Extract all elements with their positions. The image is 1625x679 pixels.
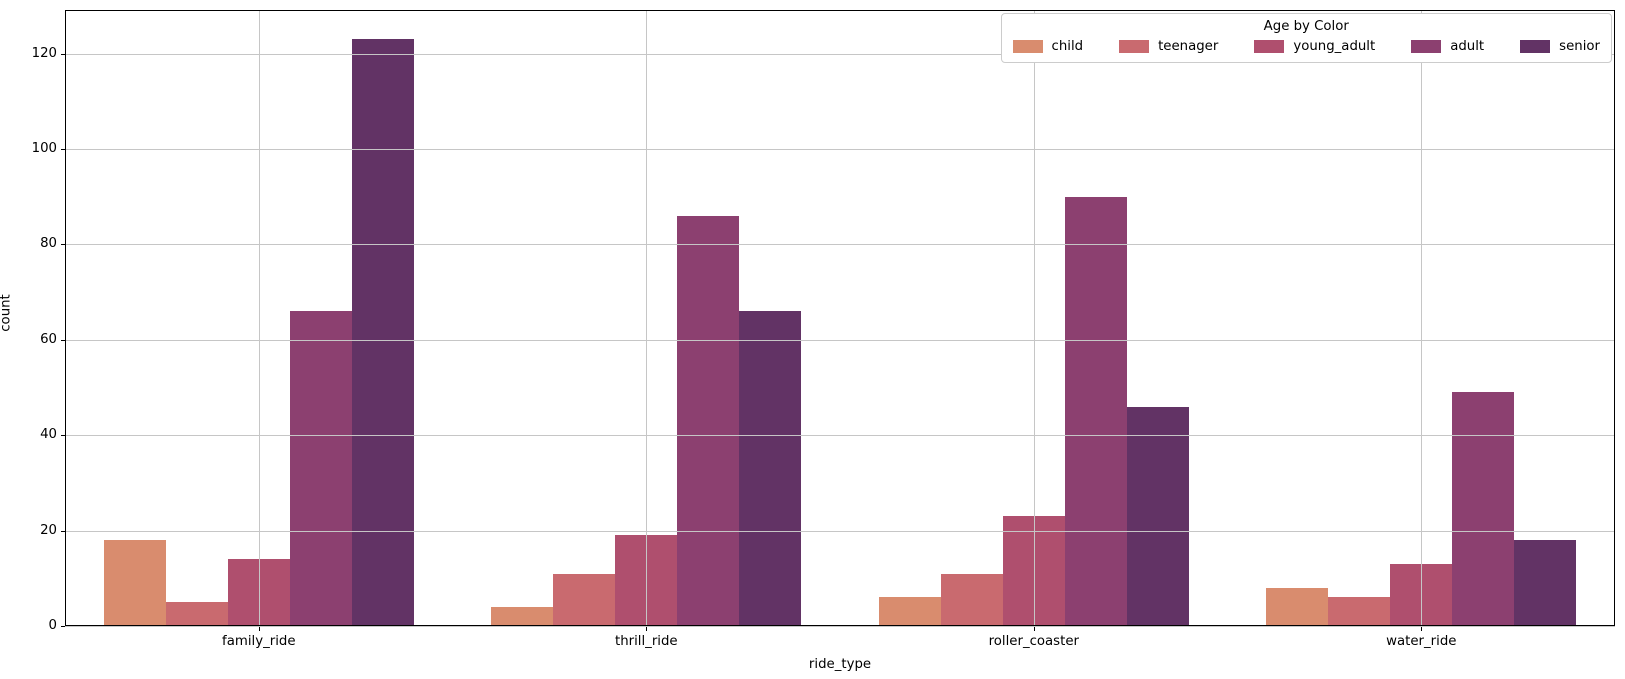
x-tick-label: water_ride <box>1386 634 1457 649</box>
legend-label: senior <box>1559 39 1600 54</box>
legend-swatch-child <box>1012 40 1043 53</box>
bar-family_ride-senior <box>351 39 414 626</box>
legend-swatch-young_adult <box>1254 40 1285 53</box>
y-tick-label: 100 <box>31 141 57 156</box>
y-tick-label: 40 <box>40 427 57 443</box>
bar-water_ride-young_adult <box>1390 564 1453 626</box>
x-tick-label: thrill_ride <box>614 634 678 649</box>
bar-thrill_ride-adult <box>677 215 740 626</box>
y-tick-label: 60 <box>40 331 57 347</box>
y-tick-label: 0 <box>48 618 57 633</box>
legend-item: child <box>1012 39 1084 54</box>
y-axis-label: count <box>0 294 14 332</box>
h-gridline <box>65 626 1615 627</box>
bar-roller_coaster-young_adult <box>1002 516 1065 626</box>
y-tick-mark <box>61 626 65 627</box>
legend-label: young_adult <box>1293 39 1376 54</box>
legend-swatch-senior <box>1520 40 1551 53</box>
x-tick-mark <box>1033 627 1035 631</box>
bar-family_ride-adult <box>289 311 352 626</box>
legend-label: adult <box>1450 39 1485 54</box>
y-tick-label: 120 <box>31 45 57 61</box>
x-tick-label: roller_coaster <box>988 634 1079 649</box>
y-tick-mark <box>61 435 65 437</box>
bar-thrill_ride-senior <box>739 311 802 626</box>
bar-family_ride-teenager <box>165 602 228 626</box>
bars-layer <box>65 10 1615 626</box>
y-tick-label: 20 <box>40 522 57 538</box>
bar-family_ride-child <box>103 540 166 626</box>
x-tick-mark <box>258 627 260 631</box>
plot-area: Age by Color child teenager young_adult adu… <box>65 10 1615 627</box>
legend-label: teenager <box>1158 39 1219 54</box>
bar-roller_coaster-child <box>878 597 941 626</box>
bar-roller_coaster-senior <box>1126 406 1189 626</box>
y-tick-mark <box>61 530 65 532</box>
bar-thrill_ride-child <box>491 606 554 626</box>
y-tick-mark <box>61 149 65 150</box>
bar-thrill_ride-young_adult <box>615 535 678 626</box>
x-tick-mark <box>646 627 648 631</box>
bar-family_ride-young_adult <box>227 559 290 626</box>
legend-item: teenager <box>1119 39 1218 54</box>
bar-roller_coaster-adult <box>1064 196 1127 626</box>
x-tick-label: family_ride <box>222 634 296 649</box>
legend-item: senior <box>1520 39 1600 54</box>
x-axis-label: ride_type <box>808 657 872 672</box>
bar-thrill_ride-teenager <box>553 573 616 626</box>
y-tick-mark <box>61 53 65 55</box>
x-tick-mark <box>1421 627 1423 631</box>
bar-water_ride-senior <box>1514 540 1577 626</box>
legend-swatch-teenager <box>1119 40 1150 53</box>
bar-water_ride-teenager <box>1328 597 1391 626</box>
legend-items: child teenager young_adult adult senior <box>1012 39 1600 54</box>
legend-title: Age by Color <box>1263 19 1349 34</box>
y-tick-mark <box>61 244 65 246</box>
y-tick-mark <box>61 339 65 341</box>
legend-swatch-adult <box>1411 40 1442 53</box>
y-tick-label: 80 <box>40 236 57 252</box>
legend-label: child <box>1051 39 1084 54</box>
legend-item: young_adult <box>1254 39 1375 54</box>
legend-item: adult <box>1411 39 1484 54</box>
bar-water_ride-child <box>1266 587 1329 626</box>
legend: Age by Color child teenager young_adult adu… <box>1000 13 1612 63</box>
bar-roller_coaster-teenager <box>940 573 1003 626</box>
bar-water_ride-adult <box>1452 392 1515 626</box>
